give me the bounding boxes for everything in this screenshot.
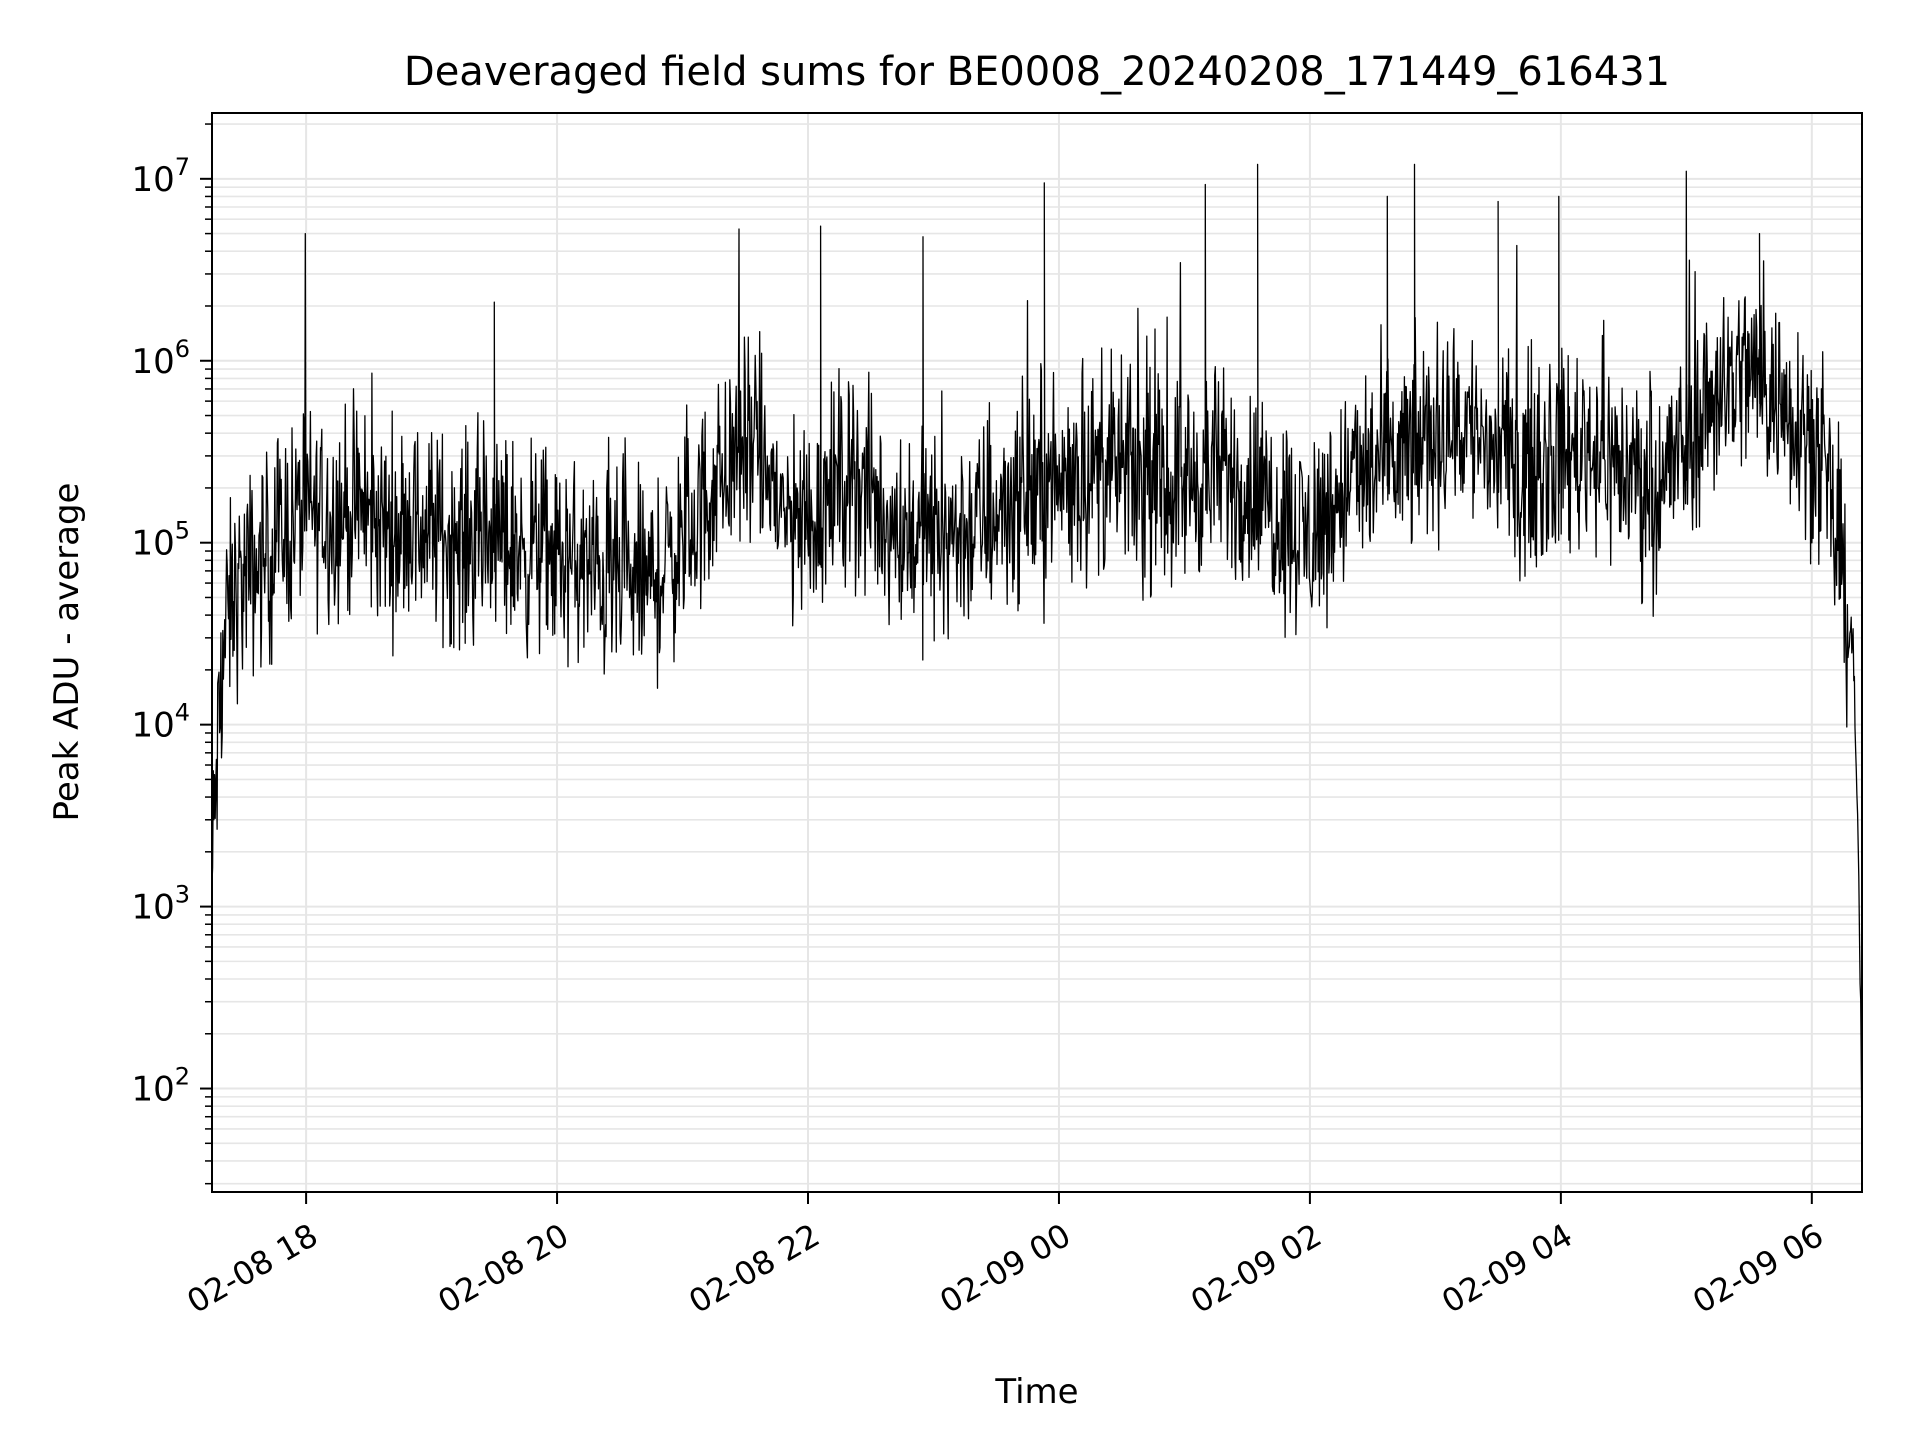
x-axis: 02-08 18 02-08 20 02-08 22 02-09 00 02-09 02…	[181, 1192, 1830, 1321]
chart-title: Deaveraged field sums for BE0008_2024020…	[404, 49, 1670, 95]
plot-area	[212, 163, 1862, 1141]
x-tick-label: 02-08 18	[181, 1216, 325, 1321]
x-tick-label: 02-08 20	[431, 1216, 575, 1321]
plot-frame	[211, 112, 1863, 1193]
x-tick-label: 02-08 22	[682, 1216, 826, 1321]
x-axis-label: Time	[994, 1372, 1078, 1412]
y-tick-label: 104	[131, 699, 190, 746]
y-axis: 102 103 104 105 106 107	[131, 123, 212, 1185]
y-tick-label: 106	[131, 335, 190, 382]
y-axis-label: Peak ADU - average	[47, 483, 87, 822]
x-tick-label: 02-09 04	[1435, 1216, 1579, 1321]
x-tick-label: 02-09 06	[1686, 1216, 1830, 1321]
y-tick-label: 107	[131, 153, 190, 200]
y-tick-label: 103	[131, 881, 190, 928]
x-tick-label: 02-09 02	[1184, 1216, 1328, 1321]
y-tick-label: 102	[131, 1063, 190, 1110]
y-tick-label: 105	[131, 517, 190, 564]
series-line	[212, 163, 1862, 1141]
x-tick-label: 02-09 00	[933, 1216, 1077, 1321]
grid	[212, 113, 1862, 1192]
